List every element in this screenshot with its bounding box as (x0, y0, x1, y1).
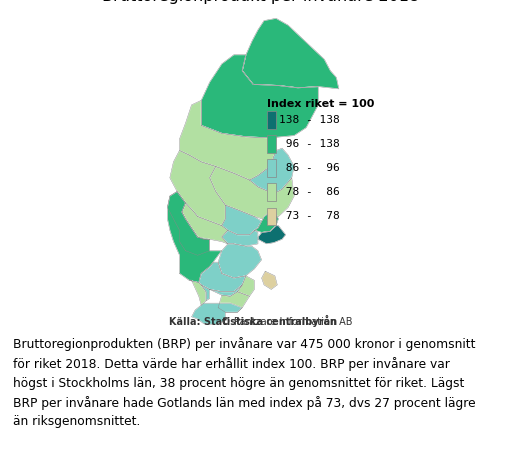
Polygon shape (218, 244, 262, 278)
Polygon shape (222, 205, 262, 235)
Bar (267, 111, 276, 129)
Text: Källa: Statistiska centralbyrån: Källa: Statistiska centralbyrån (169, 314, 337, 327)
Polygon shape (254, 212, 279, 233)
Bar (267, 135, 276, 153)
Polygon shape (250, 148, 294, 194)
Text: Bruttoregionprodukten (BRP) per invånare var 475 000 kronor i genomsnitt
för rik: Bruttoregionprodukten (BRP) per invånare… (13, 337, 476, 428)
Text: 86 -  96: 86 - 96 (279, 163, 340, 173)
Polygon shape (201, 285, 242, 301)
Polygon shape (210, 167, 294, 221)
Text: 96 - 138: 96 - 138 (279, 139, 340, 149)
Polygon shape (182, 203, 228, 244)
Polygon shape (192, 303, 242, 325)
Text: © Pantzare Information AB: © Pantzare Information AB (221, 317, 353, 327)
Title: Bruttoregionprodukt per invånare 2018: Bruttoregionprodukt per invånare 2018 (102, 0, 420, 4)
Bar (267, 159, 276, 177)
Polygon shape (242, 18, 339, 89)
Bar (267, 184, 276, 201)
Polygon shape (258, 226, 286, 244)
Text: 78 -  86: 78 - 86 (279, 187, 340, 197)
Polygon shape (199, 262, 246, 292)
Polygon shape (189, 280, 206, 305)
Polygon shape (218, 292, 250, 312)
Polygon shape (262, 271, 277, 290)
Polygon shape (238, 276, 254, 297)
Polygon shape (180, 101, 276, 180)
Bar (267, 207, 276, 225)
Text: 138 - 138: 138 - 138 (279, 115, 340, 125)
Text: Index riket = 100: Index riket = 100 (267, 99, 374, 109)
Text: 73 -  78: 73 - 78 (279, 212, 340, 221)
Polygon shape (168, 191, 210, 255)
Polygon shape (168, 191, 222, 283)
Polygon shape (170, 151, 226, 226)
Polygon shape (222, 230, 258, 246)
Polygon shape (201, 55, 318, 138)
